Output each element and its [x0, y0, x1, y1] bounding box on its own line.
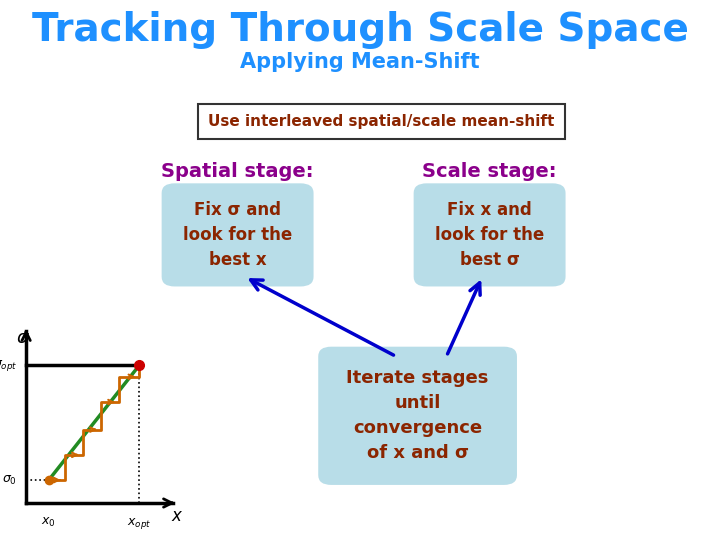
Text: $\sigma_0$: $\sigma_0$ [2, 474, 17, 487]
Text: Tracking Through Scale Space: Tracking Through Scale Space [32, 11, 688, 49]
Text: Fix σ and
look for the
best x: Fix σ and look for the best x [183, 201, 292, 269]
Text: Applying Mean-Shift: Applying Mean-Shift [240, 52, 480, 72]
Text: Fix x and
look for the
best σ: Fix x and look for the best σ [435, 201, 544, 269]
Text: Iterate stages
until
convergence
of x and σ: Iterate stages until convergence of x an… [346, 369, 489, 462]
FancyBboxPatch shape [318, 347, 517, 485]
Text: Scale stage:: Scale stage: [423, 162, 557, 181]
Text: $x_0$: $x_0$ [41, 516, 56, 529]
Text: Spatial stage:: Spatial stage: [161, 162, 314, 181]
Text: Use interleaved spatial/scale mean-shift: Use interleaved spatial/scale mean-shift [208, 114, 555, 129]
FancyBboxPatch shape [162, 184, 314, 287]
FancyBboxPatch shape [413, 184, 566, 287]
Text: x: x [171, 507, 181, 525]
FancyBboxPatch shape [198, 104, 565, 139]
Text: $\sigma_{opt}$: $\sigma_{opt}$ [0, 358, 17, 373]
Text: $\sigma$: $\sigma$ [16, 329, 30, 347]
Text: $x_{opt}$: $x_{opt}$ [127, 516, 151, 531]
